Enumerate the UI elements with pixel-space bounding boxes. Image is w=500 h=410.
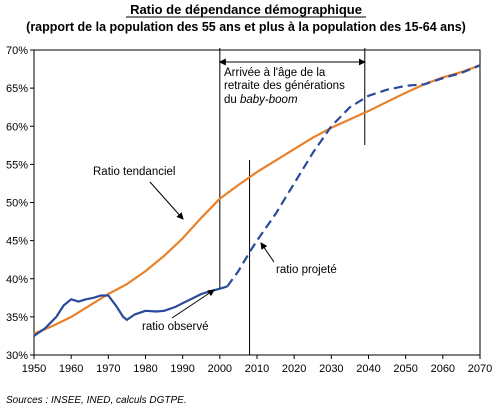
x-tick-label: 1960 <box>59 363 83 375</box>
source-note: Sources : INSEE, INED, calculs DGTPE. <box>6 395 187 406</box>
annotation-babyboom-line2: retraite des générations <box>224 80 345 92</box>
x-tick-label: 2000 <box>208 363 232 375</box>
series-layer <box>33 64 481 337</box>
y-tick-label: 55% <box>6 159 28 171</box>
annotation-babyboom-line1: Arrivée à l'âge de la <box>224 67 326 79</box>
chart-title: Ratio de dépendance démographique <box>130 2 362 17</box>
y-tick-label: 70% <box>6 45 28 57</box>
y-tick-label: 60% <box>6 121 28 133</box>
x-tick-label: 1980 <box>133 363 157 375</box>
x-tick-label: 2040 <box>356 363 380 375</box>
annotation-ratio-projete: ratio projeté <box>276 264 337 276</box>
y-tick-label: 45% <box>6 236 28 248</box>
axes: 1950 1960 1970 1980 1990 2000 2010 2020 2030 2040… <box>6 45 492 375</box>
annotation-babyboom-italic: baby-boom <box>240 94 298 106</box>
y-tick-label: 50% <box>6 198 28 210</box>
series-line-1 <box>33 285 228 337</box>
series-line-0 <box>33 64 481 335</box>
x-tick-label: 2070 <box>468 363 492 375</box>
y-tick-label: 30% <box>6 350 28 362</box>
x-tick-label: 1950 <box>22 363 46 375</box>
y-tick-label: 65% <box>6 83 28 95</box>
x-tick-label: 2050 <box>393 363 417 375</box>
x-tick-label: 1970 <box>96 363 120 375</box>
arrow-ratio-observe <box>171 289 215 319</box>
x-tick-label: 2030 <box>319 363 343 375</box>
reference-lines <box>218 48 366 355</box>
x-tick-label: 2020 <box>282 363 306 375</box>
arrow-ratio-projete <box>260 242 275 263</box>
annotation-ratio-observe: ratio observé <box>142 321 208 333</box>
annotations: Arrivée à l'âge de la retraite des génér… <box>93 67 345 333</box>
annotation-babyboom-prefix: du <box>224 94 240 106</box>
annotation-babyboom-line3: du baby-boom <box>224 94 298 106</box>
y-tick-label: 35% <box>6 312 28 324</box>
arrow-ratio-tendanciel <box>149 181 184 220</box>
chart-subtitle: (rapport de la population des 55 ans et … <box>26 20 466 34</box>
series-line-2 <box>226 64 481 288</box>
x-tick-label: 2010 <box>245 363 269 375</box>
annotation-ratio-tendanciel: Ratio tendanciel <box>93 166 175 178</box>
y-tick-label: 40% <box>6 274 28 286</box>
x-tick-label: 2060 <box>431 363 455 375</box>
x-tick-label: 1990 <box>170 363 194 375</box>
